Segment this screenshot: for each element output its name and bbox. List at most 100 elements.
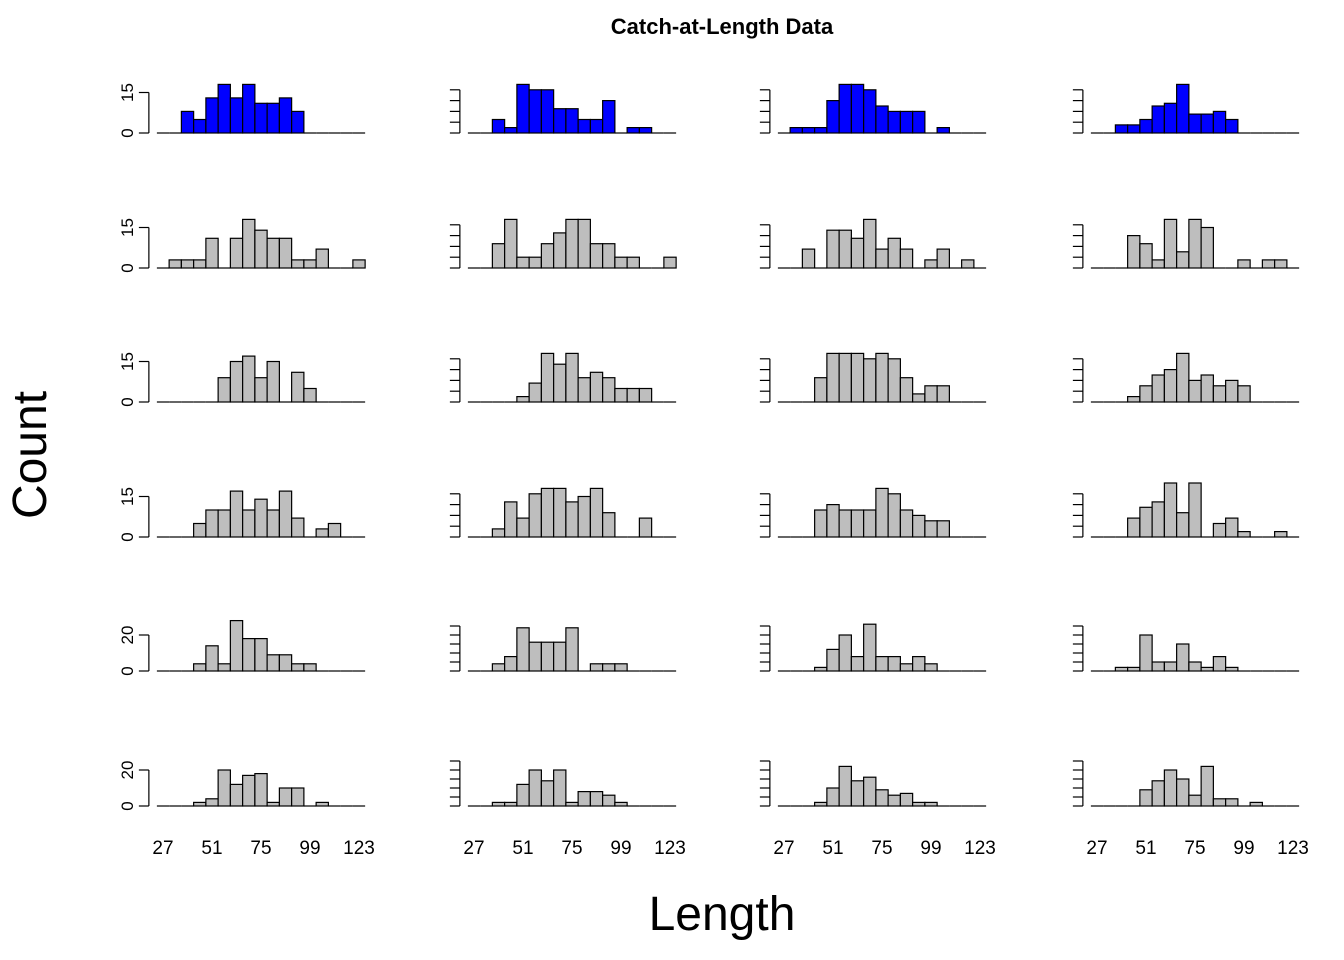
bar [254, 637, 268, 672]
panel-r1-c2 [449, 83, 677, 134]
bar [850, 352, 865, 403]
bar [254, 377, 268, 403]
bar [912, 514, 926, 538]
panel-r6-c2: 27 51 75 99 123 [449, 760, 686, 859]
bar [1139, 634, 1153, 672]
bar [814, 509, 828, 538]
bar [912, 110, 926, 134]
bar [303, 387, 317, 403]
bar [553, 363, 567, 403]
bar [801, 126, 816, 134]
panel-r1-c1: 0 15 [118, 83, 366, 138]
bar [291, 663, 305, 672]
bar [602, 663, 616, 672]
bar [1212, 655, 1227, 672]
bar [602, 377, 616, 403]
bar [242, 637, 256, 672]
x-tick-label: 99 [610, 838, 631, 859]
bar [1163, 218, 1178, 269]
bar [205, 798, 219, 807]
bar [924, 520, 938, 538]
bar [614, 663, 628, 672]
y-tick-label: 15 [118, 487, 137, 506]
bar [1225, 379, 1239, 403]
x-tick-label: 99 [920, 838, 941, 859]
bar [553, 769, 567, 807]
bar [826, 229, 840, 269]
bar [875, 105, 889, 134]
bar [614, 256, 628, 269]
bar [528, 256, 542, 269]
bar [602, 243, 616, 269]
bar [1200, 765, 1214, 807]
bar [838, 83, 852, 134]
bar [814, 377, 828, 403]
bar [193, 118, 207, 134]
bar [266, 237, 280, 269]
bar [899, 509, 914, 538]
bar [516, 396, 530, 403]
y-tick-label: 20 [118, 761, 137, 780]
bar [850, 655, 865, 672]
bar [291, 110, 305, 134]
bar [887, 794, 901, 807]
bar [180, 259, 195, 269]
bar [826, 352, 840, 403]
bar [193, 259, 207, 269]
bar [1188, 794, 1202, 807]
bar [936, 385, 950, 403]
bar [887, 237, 901, 269]
bar [553, 487, 567, 538]
bar [887, 493, 901, 538]
x-tick-label: 51 [201, 838, 222, 859]
bar [1127, 235, 1141, 269]
bar [1163, 769, 1178, 807]
x-axis-label: Length [649, 888, 796, 941]
bar [1225, 798, 1239, 807]
bar [254, 498, 268, 538]
x-tick-label: 123 [1277, 838, 1309, 859]
bar [291, 259, 305, 269]
bar [814, 126, 828, 134]
bar [528, 641, 542, 672]
x-tick-label: 75 [250, 838, 271, 859]
bar [875, 789, 889, 807]
bar [291, 787, 305, 807]
panel-r4-c2 [449, 487, 677, 538]
bar [838, 352, 852, 403]
bar [1176, 352, 1190, 403]
bar [491, 801, 506, 807]
bar [850, 509, 865, 538]
panel-r2-c2 [449, 218, 677, 269]
bar [504, 501, 518, 538]
bar [491, 528, 506, 538]
bar [229, 237, 244, 269]
y-tick-label: 20 [118, 626, 137, 645]
bar [266, 654, 280, 672]
bar [912, 655, 926, 672]
y-tick-label: 15 [118, 352, 137, 371]
bar [1151, 374, 1165, 403]
panel-r5-c4 [1072, 625, 1300, 672]
bar [1176, 251, 1190, 269]
bar [205, 509, 219, 538]
x-tick-label: 123 [343, 838, 375, 859]
bar [1188, 482, 1202, 538]
bar [638, 126, 653, 134]
x-tick-label: 27 [1086, 838, 1107, 859]
panel-r5-c1: 0 20 [118, 619, 366, 676]
bar [863, 776, 877, 807]
bar [863, 218, 877, 269]
y-tick-label: 0 [118, 801, 137, 810]
panel-r5-c3 [759, 623, 987, 672]
bar [540, 89, 555, 134]
bar [1261, 259, 1276, 269]
bar [540, 352, 555, 403]
bar [565, 352, 579, 403]
bar [278, 490, 293, 538]
panel-r3-c4 [1072, 352, 1300, 403]
bar [1127, 124, 1141, 134]
bar [1212, 110, 1227, 134]
bar [1163, 369, 1178, 403]
panel-r4-c1: 0 15 [118, 487, 366, 542]
